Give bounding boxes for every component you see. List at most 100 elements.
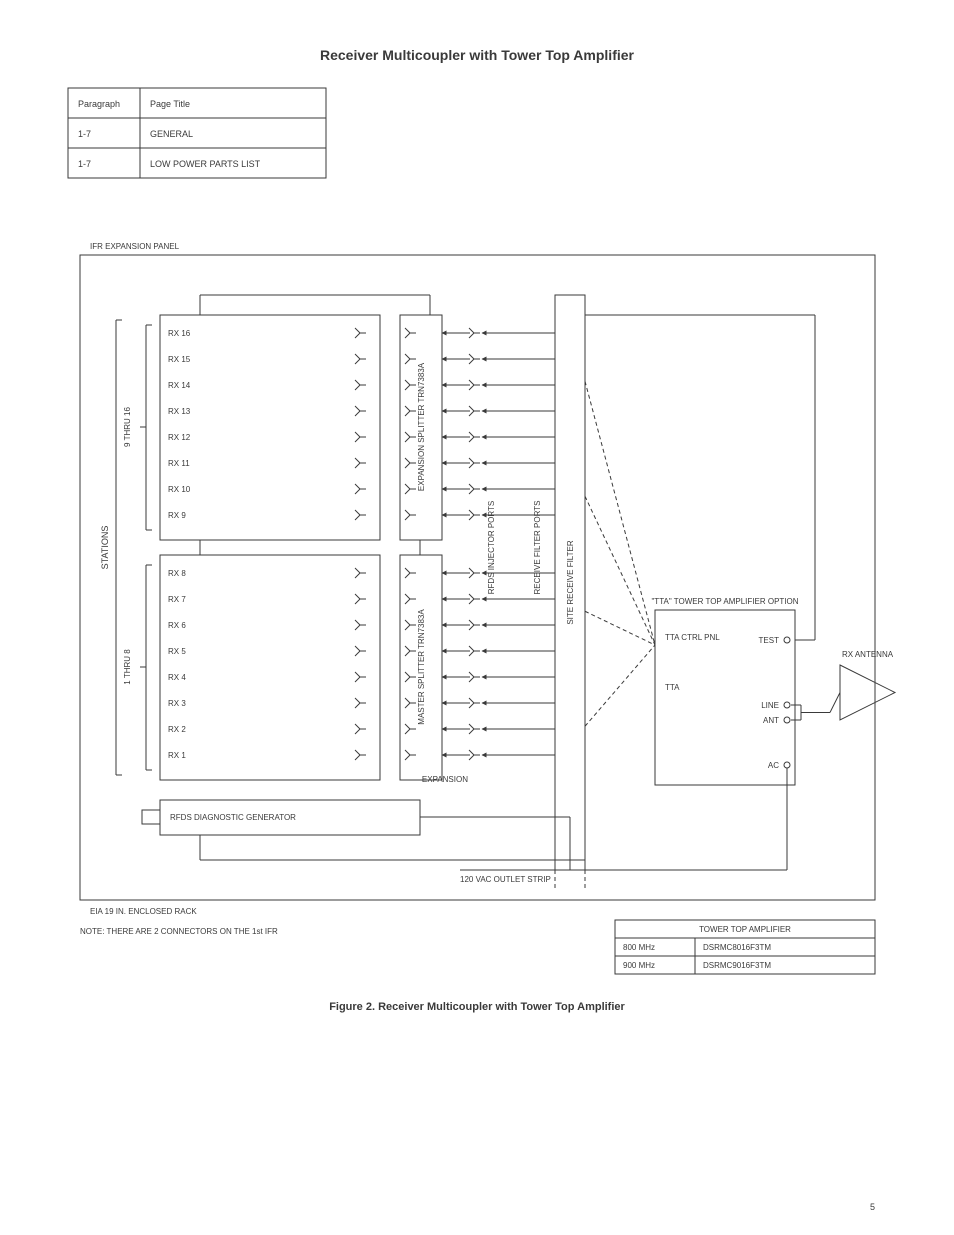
- diagram-line: [405, 510, 410, 515]
- diagram-rect: [160, 555, 380, 780]
- diagram-line: [355, 328, 360, 333]
- diagram-line: [469, 359, 474, 364]
- diagram-label: NOTE: THERE ARE 2 CONNECTORS ON THE 1st …: [80, 927, 278, 936]
- diagram-label: TTA CTRL PNL: [665, 633, 720, 642]
- diagram-label: Page Title: [150, 99, 190, 109]
- diagram-line: [405, 359, 410, 364]
- diagram-label: RX 7: [168, 595, 186, 604]
- diagram-line: [355, 489, 360, 494]
- diagram-label: 5: [870, 1202, 875, 1212]
- diagram-line: [405, 432, 410, 437]
- diagram-line: [405, 333, 410, 338]
- diagram-line: [405, 573, 410, 578]
- diagram-label: RX 13: [168, 407, 191, 416]
- diagram-line: [405, 328, 410, 333]
- diagram-line: [405, 724, 410, 729]
- diagram-line: [469, 411, 474, 416]
- diagram-label: TTA: [665, 683, 680, 692]
- diagram-line: [469, 515, 474, 520]
- diagram-line: [355, 677, 360, 682]
- diagram-line: [405, 385, 410, 390]
- diagram-label: 1-7: [78, 159, 91, 169]
- diagram-line: [355, 411, 360, 416]
- diagram-line: [355, 599, 360, 604]
- diagram-line: [405, 651, 410, 656]
- diagram-label: RX 4: [168, 673, 186, 682]
- diagram-line: [355, 568, 360, 573]
- diagram-label: "TTA" TOWER TOP AMPLIFIER OPTION: [651, 597, 798, 606]
- diagram-line: [469, 333, 474, 338]
- diagram-line: [355, 703, 360, 708]
- diagram-line: [405, 489, 410, 494]
- diagram-label: RX 3: [168, 699, 186, 708]
- diagram-line: [355, 750, 360, 755]
- diagram-line: [469, 594, 474, 599]
- diagram-label: Figure 2. Receiver Multicoupler with Tow…: [329, 1001, 625, 1013]
- diagram-label: 9 THRU 16: [123, 407, 132, 447]
- diagram-line: [469, 406, 474, 411]
- diagram-line: [355, 573, 360, 578]
- diagram-line: [469, 703, 474, 708]
- diagram-label: EXPANSION SPLITTER TRN7383A: [417, 362, 426, 491]
- diagram-line: [355, 437, 360, 442]
- diagram-label: RECEIVE FILTER PORTS: [533, 501, 542, 595]
- port-circle-icon: [784, 637, 790, 643]
- diagram-line: [469, 599, 474, 604]
- diagram-line: [469, 489, 474, 494]
- diagram-label: RX 14: [168, 381, 191, 390]
- diagram-label: Receiver Multicoupler with Tower Top Amp…: [320, 47, 635, 63]
- diagram-line: [469, 698, 474, 703]
- diagram-line: [355, 484, 360, 489]
- diagram-line: [355, 625, 360, 630]
- diagram-line: [585, 645, 655, 726]
- diagram-line: [355, 380, 360, 385]
- diagram-label: MASTER SPLITTER TRN7383A: [417, 609, 426, 725]
- diagram-label: 800 MHz: [623, 943, 655, 952]
- diagram-line: [355, 620, 360, 625]
- diagram-line: [469, 328, 474, 333]
- diagram-line: [405, 755, 410, 760]
- diagram-label: RX 11: [168, 459, 190, 468]
- diagram-line: [405, 411, 410, 416]
- diagram-line: [469, 573, 474, 578]
- diagram-label: GENERAL: [150, 129, 193, 139]
- diagram-line: [355, 594, 360, 599]
- diagram-line: [405, 750, 410, 755]
- diagram-line: [469, 724, 474, 729]
- diagram-line: [355, 698, 360, 703]
- diagram-line: [469, 380, 474, 385]
- diagram-line: [405, 620, 410, 625]
- diagram-line: [830, 693, 840, 713]
- port-circle-icon: [784, 717, 790, 723]
- port-circle-icon: [784, 702, 790, 708]
- diagram-label: ANT: [763, 716, 779, 725]
- diagram-label: IFR EXPANSION PANEL: [90, 242, 180, 251]
- diagram-line: [469, 463, 474, 468]
- diagram-line: [405, 380, 410, 385]
- diagram-line: [469, 625, 474, 630]
- diagram-label: 1-7: [78, 129, 91, 139]
- diagram-line: [355, 432, 360, 437]
- diagram-label: EXPANSION: [422, 775, 468, 784]
- diagram-line: [355, 672, 360, 677]
- diagram-line: [355, 729, 360, 734]
- diagram-label: 120 VAC OUTLET STRIP: [460, 875, 551, 884]
- diagram-line: [469, 672, 474, 677]
- diagram-label: AC: [768, 761, 779, 770]
- diagram-label: RX 5: [168, 647, 186, 656]
- diagram-line: [405, 599, 410, 604]
- diagram-line: [469, 729, 474, 734]
- diagram-line: [405, 646, 410, 651]
- diagram-line: [585, 496, 655, 645]
- diagram-line: [405, 354, 410, 359]
- diagram-label: RX 9: [168, 511, 186, 520]
- diagram-line: [355, 510, 360, 515]
- diagram-line: [355, 755, 360, 760]
- diagram-line: [469, 385, 474, 390]
- diagram-label: TOWER TOP AMPLIFIER: [699, 925, 791, 934]
- diagram-line: [469, 750, 474, 755]
- diagram-line: [405, 406, 410, 411]
- diagram-line: [355, 385, 360, 390]
- diagram-label: LOW POWER PARTS LIST: [150, 159, 261, 169]
- diagram-line: [355, 458, 360, 463]
